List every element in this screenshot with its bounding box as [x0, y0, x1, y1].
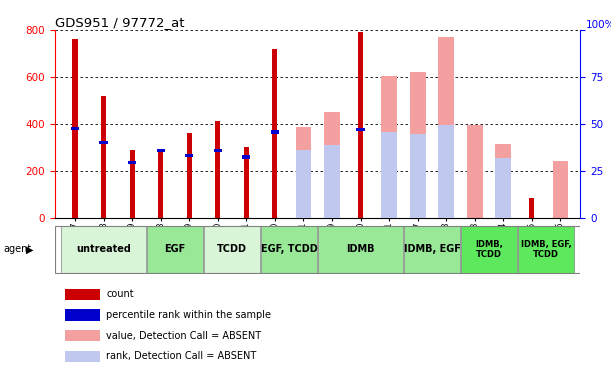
Bar [324, 145, 340, 218]
Bar [529, 198, 535, 217]
Bar [496, 144, 511, 218]
Text: value, Detection Call = ABSENT: value, Detection Call = ABSENT [106, 331, 262, 340]
Text: IDMB,
TCDD: IDMB, TCDD [475, 240, 503, 259]
Text: IDMB: IDMB [346, 244, 375, 254]
Bar [101, 96, 106, 218]
Text: IDMB, EGF: IDMB, EGF [403, 244, 460, 254]
FancyBboxPatch shape [518, 226, 574, 273]
Bar [65, 330, 100, 341]
Bar [100, 141, 108, 144]
Text: GDS951 / 97772_at: GDS951 / 97772_at [55, 16, 185, 29]
Bar [296, 150, 311, 217]
Bar [552, 161, 568, 218]
Text: TCDD: TCDD [217, 244, 247, 254]
Bar [381, 132, 397, 218]
Bar [410, 134, 425, 218]
Bar [65, 309, 100, 321]
Bar [496, 158, 511, 218]
Text: 100%: 100% [586, 20, 611, 30]
Bar [186, 133, 192, 218]
Bar [358, 32, 363, 218]
FancyBboxPatch shape [318, 226, 403, 273]
Bar [158, 152, 163, 217]
Text: IDMB, EGF,
TCDD: IDMB, EGF, TCDD [521, 240, 571, 259]
Bar [296, 127, 311, 218]
FancyBboxPatch shape [404, 226, 460, 273]
Bar [130, 150, 134, 217]
Bar [185, 154, 193, 157]
FancyBboxPatch shape [147, 226, 203, 273]
Bar [324, 112, 340, 218]
Bar [356, 128, 365, 131]
Text: ▶: ▶ [26, 244, 33, 254]
Bar [381, 76, 397, 217]
Bar [65, 351, 100, 362]
Bar [438, 125, 454, 217]
Bar [271, 130, 279, 134]
Bar [71, 127, 79, 130]
FancyBboxPatch shape [61, 226, 146, 273]
Bar [242, 155, 251, 159]
Bar [410, 72, 425, 217]
Text: percentile rank within the sample: percentile rank within the sample [106, 310, 271, 320]
Text: untreated: untreated [76, 244, 131, 254]
FancyBboxPatch shape [461, 226, 517, 273]
Text: EGF: EGF [164, 244, 186, 254]
Bar [128, 161, 136, 164]
Text: count: count [106, 290, 134, 299]
Bar [438, 37, 454, 218]
Bar [215, 122, 221, 218]
Text: rank, Detection Call = ABSENT: rank, Detection Call = ABSENT [106, 351, 257, 361]
FancyBboxPatch shape [261, 226, 317, 273]
Bar [273, 49, 277, 217]
Text: agent: agent [3, 244, 31, 254]
Text: EGF, TCDD: EGF, TCDD [261, 244, 318, 254]
FancyBboxPatch shape [204, 226, 260, 273]
Bar [156, 149, 165, 152]
Bar [467, 125, 483, 217]
Bar [214, 149, 222, 152]
Bar [65, 289, 100, 300]
Bar [244, 147, 249, 218]
Bar [73, 39, 78, 218]
